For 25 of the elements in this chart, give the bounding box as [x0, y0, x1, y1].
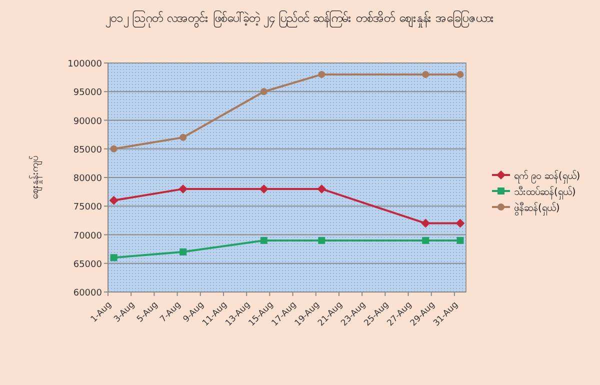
legend-label: သီးထပ်ဆန်(ရှယ်)	[514, 185, 576, 200]
y-tick-label: 100000	[68, 60, 102, 70]
y-tick-label: 90000	[73, 116, 102, 127]
y-tick-label: 65000	[73, 260, 102, 270]
point	[180, 134, 187, 141]
y-tick-label: 70000	[73, 231, 102, 242]
point	[318, 236, 326, 244]
point	[318, 70, 326, 78]
y-axis-title: ဈေးနှုန်းကျပ်	[28, 156, 43, 199]
point	[456, 70, 464, 78]
point	[109, 196, 118, 205]
legend-label: ဖွဲနီဆန်(ရှယ်)	[514, 201, 560, 216]
point	[456, 236, 464, 244]
y-tick-label: 85000	[73, 145, 102, 156]
legend-label: ရက် ၉၀ ဆန်(ရှယ်)	[514, 169, 580, 184]
chart-title: ၂၀၁၂ ဩဂုတ် လအတွင်း ဖြစ်ပေါ်ခဲ့တဲ့ ၂၄ ပြည်ဝင် ဆန်ကြမ်း တစ်အိတ် ဈေးနှုန်း အခြေပြဇယား	[105, 9, 495, 28]
y-tick-label: 75000	[73, 202, 102, 213]
point	[110, 254, 118, 262]
point	[110, 145, 118, 152]
point	[317, 184, 326, 194]
point	[456, 218, 465, 228]
y-tick-label: 95000	[73, 88, 102, 98]
y-tick-label: 80000	[73, 174, 102, 184]
y-tick-label: 60000	[73, 288, 102, 298]
point	[180, 248, 187, 256]
